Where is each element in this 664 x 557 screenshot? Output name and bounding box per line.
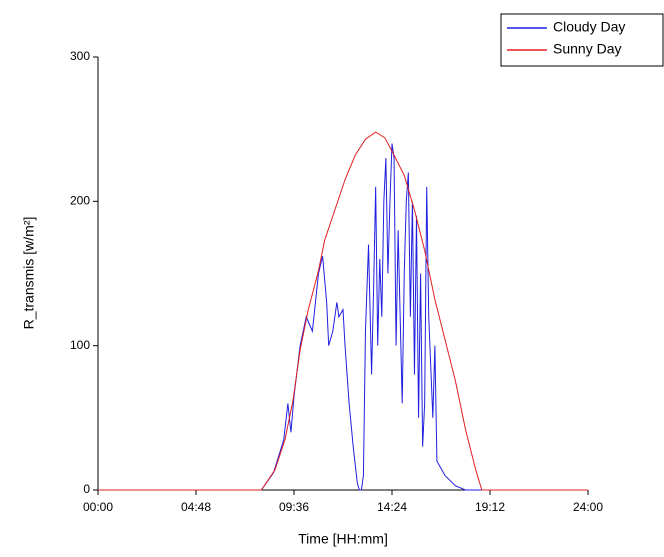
- x-tick-label: 09:36: [279, 500, 309, 514]
- x-tick-label: 04:48: [181, 500, 211, 514]
- data-line: [98, 143, 588, 491]
- y-tick-label: 300: [70, 49, 90, 63]
- x-tick-label: 24:00: [573, 500, 603, 514]
- y-tick-label: 200: [70, 194, 90, 208]
- legend-label: Cloudy Day: [553, 19, 625, 35]
- legend-label: Sunny Day: [553, 41, 621, 57]
- x-axis-label: Time [HH:mm]: [298, 531, 388, 547]
- legend-box: [500, 13, 664, 67]
- x-tick-label: 19:12: [475, 500, 505, 514]
- y-tick-label: 100: [70, 338, 90, 352]
- y-axis-label: R_transmis [w/m²]: [21, 217, 37, 330]
- x-tick-label: 00:00: [83, 500, 113, 514]
- data-line: [98, 131, 588, 491]
- x-tick-label: 14:24: [377, 500, 407, 514]
- y-tick-label: 0: [83, 482, 90, 496]
